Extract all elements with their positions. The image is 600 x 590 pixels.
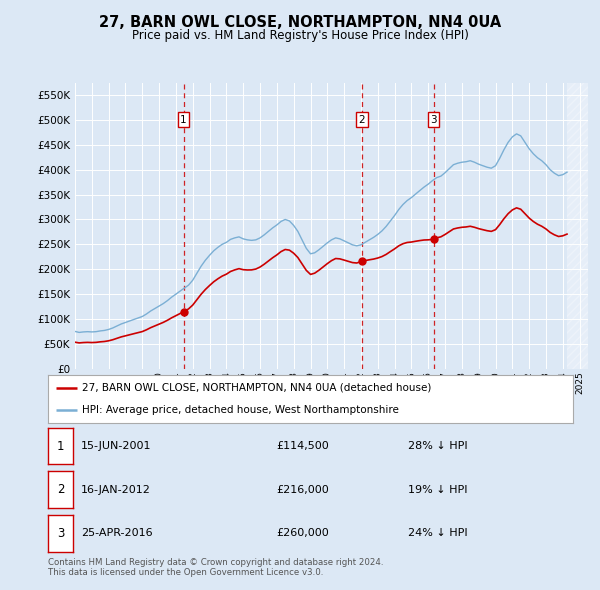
Text: 2: 2 <box>358 115 365 125</box>
Text: 19% ↓ HPI: 19% ↓ HPI <box>408 485 467 494</box>
Text: 16-JAN-2012: 16-JAN-2012 <box>81 485 151 494</box>
Text: 3: 3 <box>57 527 64 540</box>
Text: 27, BARN OWL CLOSE, NORTHAMPTON, NN4 0UA: 27, BARN OWL CLOSE, NORTHAMPTON, NN4 0UA <box>99 15 501 30</box>
Text: 1: 1 <box>180 115 187 125</box>
Text: £260,000: £260,000 <box>276 529 329 538</box>
Text: 27, BARN OWL CLOSE, NORTHAMPTON, NN4 0UA (detached house): 27, BARN OWL CLOSE, NORTHAMPTON, NN4 0UA… <box>82 383 431 393</box>
Text: Price paid vs. HM Land Registry's House Price Index (HPI): Price paid vs. HM Land Registry's House … <box>131 30 469 42</box>
Text: 3: 3 <box>430 115 437 125</box>
Text: 25-APR-2016: 25-APR-2016 <box>81 529 152 538</box>
Text: 2: 2 <box>57 483 64 496</box>
Text: 24% ↓ HPI: 24% ↓ HPI <box>408 529 467 538</box>
Bar <box>567 83 588 369</box>
Text: £114,500: £114,500 <box>276 441 329 451</box>
Text: Contains HM Land Registry data © Crown copyright and database right 2024.
This d: Contains HM Land Registry data © Crown c… <box>48 558 383 577</box>
Text: 1: 1 <box>57 440 64 453</box>
Text: £216,000: £216,000 <box>276 485 329 494</box>
Text: 28% ↓ HPI: 28% ↓ HPI <box>408 441 467 451</box>
Text: HPI: Average price, detached house, West Northamptonshire: HPI: Average price, detached house, West… <box>82 405 399 415</box>
Text: 15-JUN-2001: 15-JUN-2001 <box>81 441 151 451</box>
